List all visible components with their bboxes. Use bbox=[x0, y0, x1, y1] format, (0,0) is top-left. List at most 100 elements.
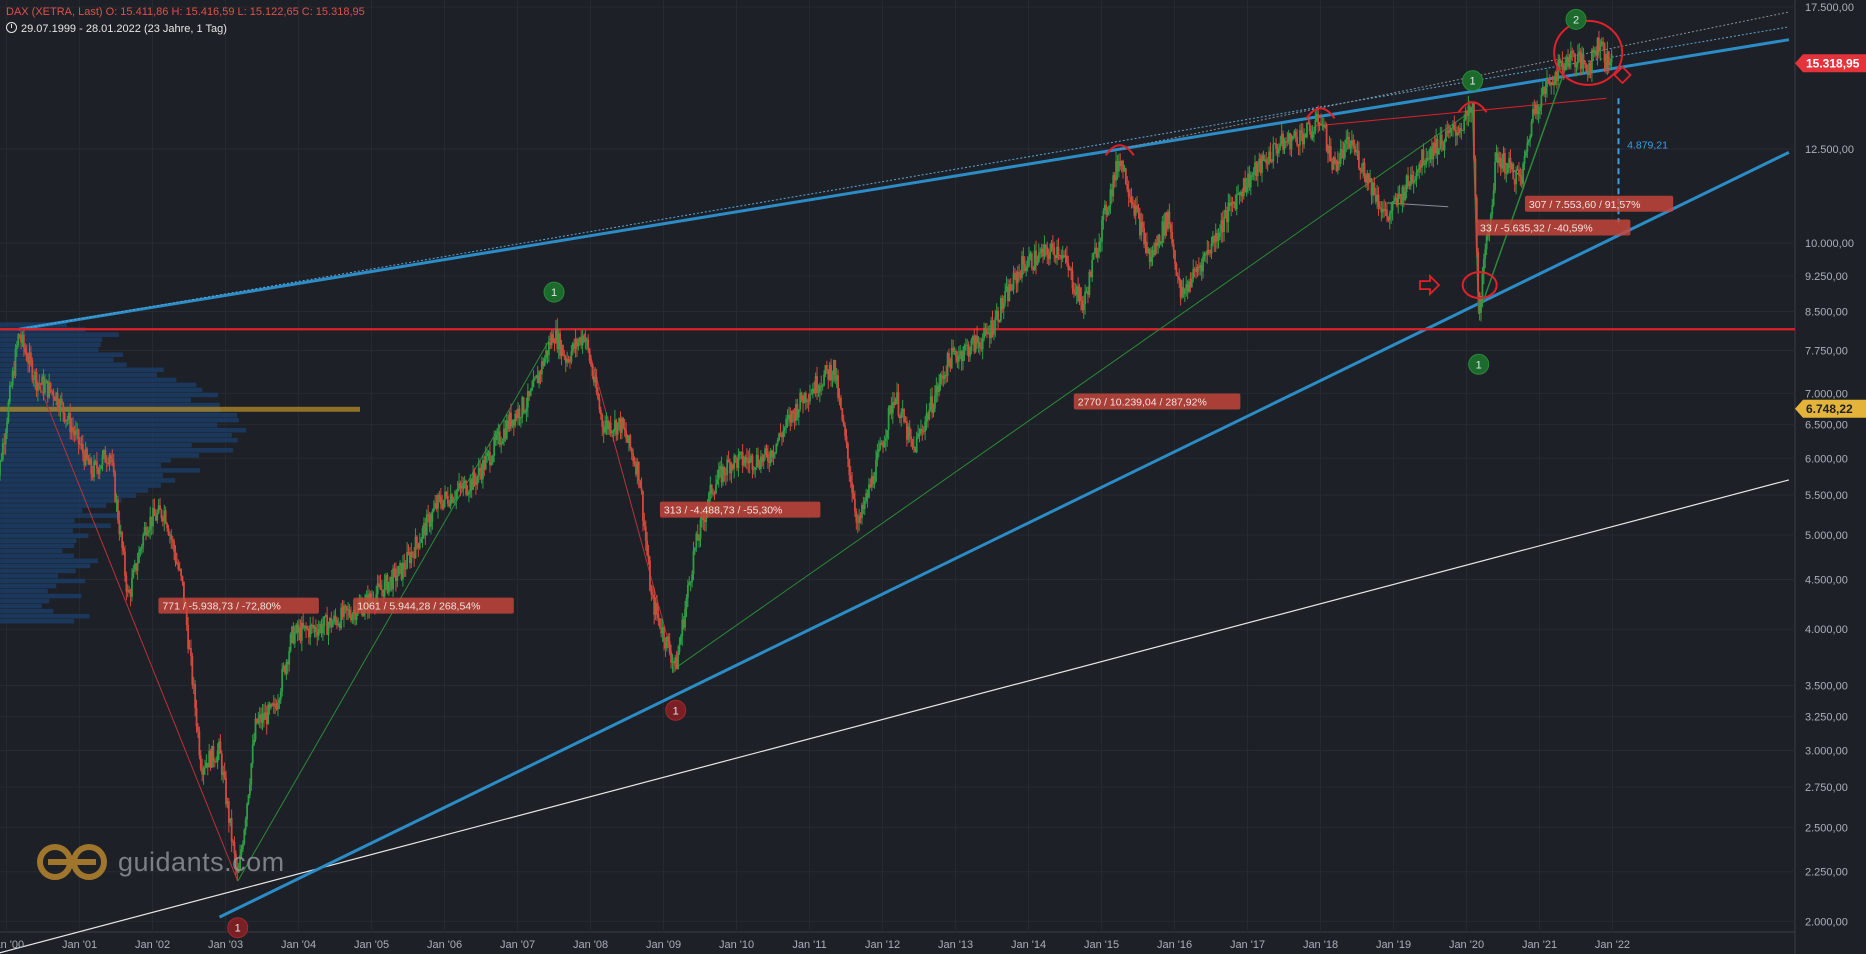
volume-bar bbox=[0, 588, 48, 594]
period-text: 29.07.1999 - 28.01.2022 (23 Jahre, 1 Tag… bbox=[21, 23, 227, 35]
candle-body bbox=[503, 428, 505, 442]
candle-body bbox=[299, 627, 302, 641]
candle-body bbox=[1164, 212, 1167, 236]
volume-bar bbox=[0, 538, 77, 544]
candle-body bbox=[678, 644, 681, 653]
candle-body bbox=[803, 392, 806, 404]
candle-body bbox=[1263, 159, 1266, 161]
candle-body bbox=[1146, 241, 1148, 254]
candle-body bbox=[1482, 259, 1485, 274]
candle-body bbox=[1001, 298, 1004, 309]
candle-body bbox=[58, 406, 60, 412]
candle-body bbox=[110, 455, 112, 460]
candle-body bbox=[1405, 175, 1408, 193]
candle-body bbox=[983, 328, 985, 339]
candle-body bbox=[932, 408, 935, 414]
candle-body bbox=[201, 768, 204, 775]
candle-body bbox=[737, 454, 740, 468]
candle-body bbox=[1374, 194, 1377, 202]
candle-body bbox=[1004, 290, 1007, 303]
candle-body bbox=[894, 398, 897, 405]
candle-body bbox=[28, 352, 31, 364]
candle-body bbox=[1144, 241, 1147, 245]
candle-body bbox=[142, 534, 145, 547]
x-tick-label: Jan '17 bbox=[1230, 939, 1265, 951]
candle-body bbox=[350, 615, 352, 621]
candle-body bbox=[1141, 221, 1144, 228]
candle-body bbox=[1520, 176, 1523, 184]
candle-body bbox=[168, 534, 171, 536]
candle-body bbox=[925, 413, 928, 422]
candle-body bbox=[671, 661, 674, 663]
candle-body bbox=[20, 337, 22, 343]
candle-body bbox=[1210, 243, 1213, 254]
candle-body bbox=[1322, 124, 1325, 128]
x-tick-label: Jan '14 bbox=[1011, 939, 1046, 951]
candle-body bbox=[703, 519, 706, 523]
candle-body bbox=[601, 414, 604, 427]
candle-body bbox=[1379, 206, 1381, 209]
volume-bar bbox=[0, 448, 234, 453]
candle-body bbox=[1113, 175, 1116, 181]
candle-body bbox=[1153, 250, 1155, 256]
candle-body bbox=[1025, 267, 1028, 272]
candle-body bbox=[437, 495, 439, 509]
candle-body bbox=[708, 493, 710, 507]
candle-body bbox=[715, 484, 717, 494]
candle-body bbox=[1275, 143, 1277, 150]
candle-body bbox=[1018, 272, 1021, 274]
price-tag-bg bbox=[1795, 399, 1866, 418]
candle-body bbox=[524, 411, 526, 413]
candle-body bbox=[434, 503, 437, 509]
candle-body bbox=[479, 467, 482, 472]
candle-body bbox=[21, 334, 24, 343]
candle-body bbox=[501, 441, 504, 444]
candle-body bbox=[1447, 130, 1450, 133]
candle-body bbox=[604, 425, 606, 433]
y-tick-label: 10.000,00 bbox=[1805, 238, 1854, 250]
candle-body bbox=[8, 385, 11, 403]
candle-body bbox=[432, 508, 435, 512]
candle-body bbox=[748, 457, 751, 464]
candle-body bbox=[1279, 144, 1282, 148]
volume-bar bbox=[0, 603, 42, 609]
leg-2000-2003 bbox=[18, 334, 239, 882]
candle-body bbox=[338, 623, 341, 629]
marker-text: 1 bbox=[1476, 359, 1482, 371]
candle-body bbox=[118, 520, 121, 535]
candle-body bbox=[991, 320, 994, 335]
candle-body bbox=[1459, 128, 1461, 133]
candle-body bbox=[1120, 161, 1123, 167]
candle-body bbox=[392, 568, 394, 590]
candle-body bbox=[832, 360, 835, 375]
candle-body bbox=[1098, 241, 1101, 252]
candle-body bbox=[317, 628, 320, 636]
red-diamond-icon bbox=[1613, 65, 1632, 85]
x-tick-label: Jan '10 bbox=[719, 939, 754, 951]
candle-body bbox=[1254, 162, 1256, 173]
candle-body bbox=[178, 568, 181, 570]
candle-body bbox=[90, 458, 93, 474]
candle-body bbox=[486, 452, 489, 456]
candle-body bbox=[257, 718, 260, 723]
candle-body bbox=[740, 451, 743, 453]
candle-body bbox=[1245, 186, 1248, 192]
candle-body bbox=[900, 411, 903, 419]
candle-body bbox=[1238, 193, 1241, 196]
candle-body bbox=[1032, 267, 1035, 270]
candle-body bbox=[1220, 220, 1223, 233]
volume-bar bbox=[0, 362, 127, 368]
candle-body bbox=[570, 351, 573, 362]
candle-body bbox=[799, 392, 802, 410]
candle-body bbox=[1430, 147, 1433, 160]
y-tick-label: 17.500,00 bbox=[1805, 2, 1854, 14]
candle-body bbox=[195, 707, 198, 727]
candle-body bbox=[1199, 265, 1202, 268]
candle-body bbox=[211, 745, 213, 768]
candle-body bbox=[1327, 150, 1329, 154]
candle-body bbox=[83, 453, 86, 466]
candle-body bbox=[1324, 124, 1327, 128]
candle-body bbox=[731, 464, 734, 469]
candle-body bbox=[1294, 131, 1297, 138]
